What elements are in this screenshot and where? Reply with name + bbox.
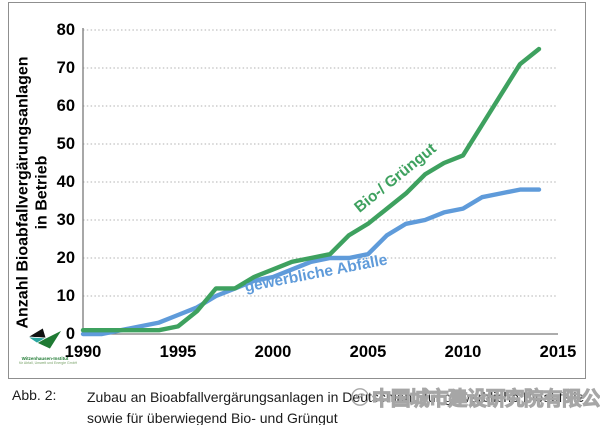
y-tick-80: 80 (56, 21, 75, 39)
y-tick-60: 60 (56, 97, 75, 115)
y-tick-70: 70 (56, 59, 75, 77)
logo-text-line2: für Abfall, Umwelt und Energie GmbH (19, 361, 78, 365)
y-tick-10: 10 (56, 287, 75, 305)
x-tick-1995: 1995 (159, 343, 197, 361)
y-axis-title-line1: Anzahl Bioabfallvergärungsanlagen (14, 56, 32, 329)
x-tick-2010: 2010 (444, 343, 482, 361)
x-tick-2000: 2000 (254, 343, 292, 361)
y-tick-0: 0 (65, 325, 75, 343)
y-tick-20: 20 (56, 249, 75, 267)
line-chart-canvas (80, 28, 558, 337)
x-tick-2005: 2005 (349, 343, 387, 361)
caption-line2: sowie für überwiegend Bio- und Grüngut (87, 409, 338, 425)
x-tick-2015: 2015 (539, 343, 577, 361)
logo-text-line1: Witzenhausen-Institut (21, 356, 69, 361)
witzenhausen-institut-logo: Witzenhausen-Institut für Abfall, Umwelt… (19, 327, 78, 365)
y-tick-50: 50 (56, 135, 75, 153)
caption-text: Zubau an Bioabfallvergärungsanlagen in D… (87, 387, 587, 425)
y-tick-40: 40 (56, 173, 75, 191)
logo-mark-icon (26, 327, 63, 350)
caption-line1: Zubau an Bioabfallvergärungsanlagen in D… (87, 389, 585, 405)
caption-label: Abb. 2: (12, 387, 57, 403)
y-tick-30: 30 (56, 211, 75, 229)
chart-figure: Anzahl Bioabfallvergärungsanlagen in Bet… (8, 2, 586, 379)
x-tick-1990: 1990 (64, 343, 102, 361)
